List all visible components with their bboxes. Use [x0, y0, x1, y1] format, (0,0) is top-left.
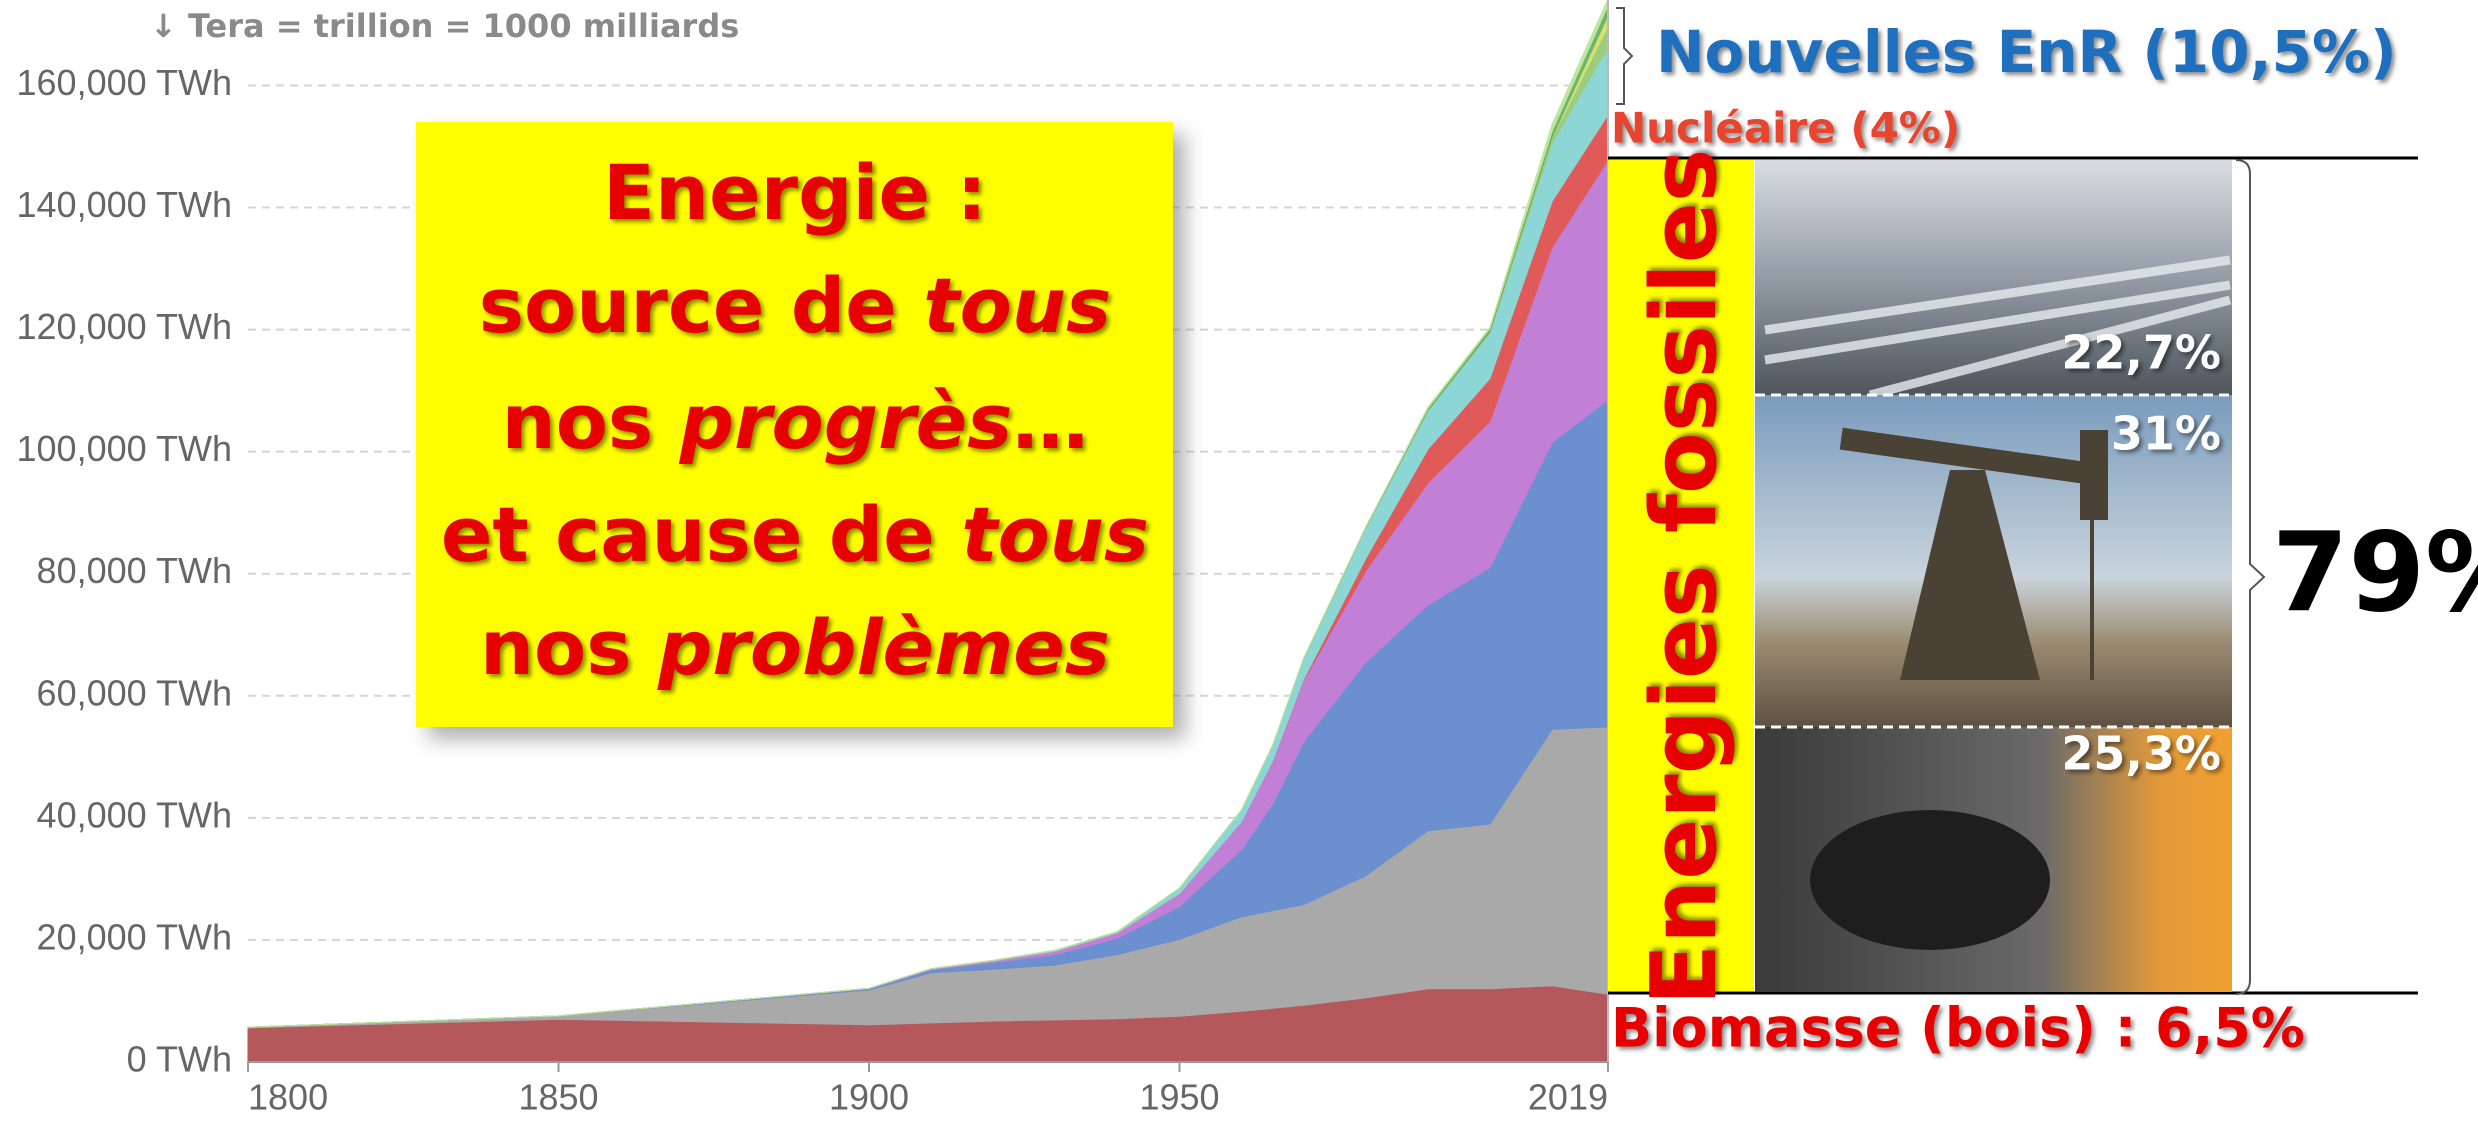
gas-photo: [1755, 160, 2232, 395]
renewables-label: Nouvelles EnR (10,5%): [1656, 18, 2397, 86]
brace: [2235, 159, 2266, 995]
headline-line: et cause de tous: [441, 490, 1149, 579]
y-tick-label: 0 TWh: [127, 1039, 232, 1080]
y-tick-label: 40,000 TWh: [37, 794, 232, 835]
headline-segment: progrès: [679, 377, 1013, 466]
headline-segment: problèmes: [657, 603, 1110, 692]
x-tick-label: 1800: [248, 1077, 328, 1118]
headline-line: source de tous: [479, 261, 1111, 350]
x-tick-label: 1850: [518, 1077, 598, 1118]
x-tick-label: 1900: [829, 1077, 909, 1118]
x-tick-label: 1950: [1139, 1077, 1219, 1118]
y-tick-label: 160,000 TWh: [17, 62, 232, 103]
brace-small: [1616, 7, 1634, 105]
headline-segment: Energie :: [603, 148, 987, 237]
x-tick-label: 2019: [1528, 1077, 1608, 1118]
nuclear-label: Nucléaire (4%): [1611, 104, 1960, 153]
pumpjack: [1839, 427, 2108, 680]
headline-line: nos progrès…: [502, 377, 1089, 466]
headline-segment: source de: [479, 261, 924, 350]
y-tick-label: 20,000 TWh: [37, 916, 232, 957]
headline: Energie : source de tous nos progrès… et ca…: [441, 148, 1149, 692]
headline-segment: …: [1012, 377, 1088, 466]
note: ↓ Tera = trillion = 1000 milliards: [150, 7, 739, 45]
headline-line: Energie :: [603, 148, 987, 237]
fossil-total: 79%: [2272, 508, 2478, 636]
y-tick-label: 100,000 TWh: [17, 428, 232, 469]
y-tick-label: 140,000 TWh: [17, 184, 232, 225]
coal-share: 25,3%: [2061, 727, 2221, 781]
coal-lumps: [1810, 810, 2050, 950]
headline-segment: et cause de: [441, 490, 961, 579]
y-tick-label: 120,000 TWh: [17, 306, 232, 347]
gas-share: 22,7%: [2061, 326, 2221, 380]
fossil-strip: [1608, 160, 1754, 991]
headline-segment: tous: [923, 261, 1111, 350]
y-tick-label: 60,000 TWh: [37, 672, 232, 713]
headline-box: [416, 122, 1173, 727]
headline-line: nos problèmes: [480, 603, 1110, 692]
oil-share: 31%: [2111, 407, 2221, 461]
biomass-label: Biomasse (bois) : 6,5%: [1611, 997, 2305, 1060]
fossil-label: Energies fossiles: [1632, 149, 1737, 1006]
y-tick-label: 80,000 TWh: [37, 550, 232, 591]
headline-segment: nos: [480, 603, 658, 692]
headline-segment: nos: [502, 377, 680, 466]
pipes: [1764, 255, 2232, 400]
headline-segment: tous: [961, 490, 1149, 579]
